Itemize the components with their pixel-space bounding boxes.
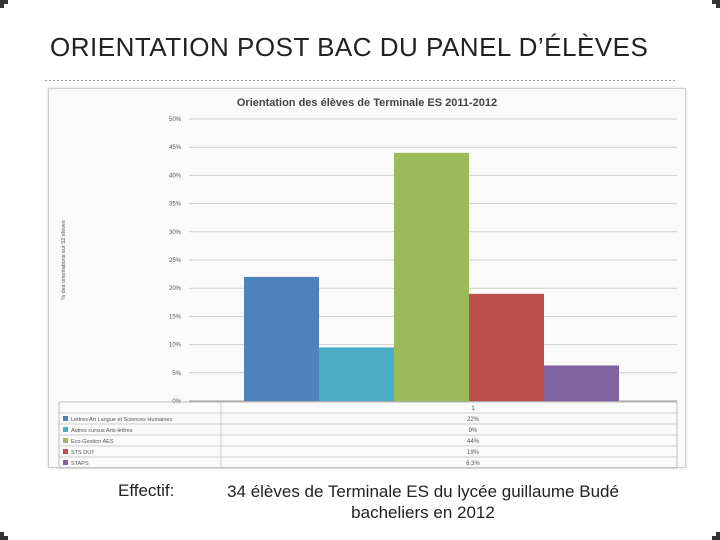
legend-swatch-2 <box>63 427 68 432</box>
y-tick-label: 20% <box>169 286 182 292</box>
footer-line-1: 34 élèves de Terminale ES du lycée guill… <box>227 482 619 501</box>
corner-top-left <box>0 0 8 8</box>
legend-entry-3: Eco-Gestion AES <box>71 439 114 445</box>
legend-entry-4: STS DUT <box>71 450 95 456</box>
legend-entry-2: Autres cursus Arts-lettres <box>71 428 133 434</box>
y-tick-label: 35% <box>169 202 182 208</box>
corner-bottom-right <box>712 532 720 540</box>
legend-entry-5: STAPS <box>71 461 89 467</box>
y-tick-label: 30% <box>169 230 182 236</box>
data-label-5: 6,3% <box>466 461 480 467</box>
slide-title: ORIENTATION POST BAC DU PANEL D’ÉLÈVES <box>50 32 649 62</box>
data-label-2: 9% <box>469 428 478 434</box>
legend-swatch-1 <box>63 416 68 421</box>
legend-entry-1: Lettres Art Langue et Sciences Humaines <box>71 417 172 423</box>
y-axis-label: % des orientations sur 52 élèves <box>61 220 67 300</box>
footer-line-2: bacheliers en 2012 <box>351 503 495 522</box>
y-tick-label: 40% <box>169 173 182 179</box>
y-tick-label: 5% <box>172 371 181 377</box>
footer-text: 34 élèves de Terminale ES du lycée guill… <box>208 481 638 523</box>
bar-5 <box>544 365 619 401</box>
data-label-1: 22% <box>467 417 480 423</box>
y-tick-label: 45% <box>169 145 182 151</box>
chart-title: Orientation des élèves de Terminale ES 2… <box>237 97 497 109</box>
footer-label: Effectif: <box>118 481 175 500</box>
data-label-3: 44% <box>467 439 480 445</box>
bar-2 <box>319 347 394 401</box>
y-tick-label: 25% <box>169 258 182 264</box>
x-category-label: 1 <box>471 406 475 412</box>
bar-4 <box>469 293 544 401</box>
footer: Effectif: 34 élèves de Terminale ES du l… <box>0 478 720 528</box>
legend-swatch-5 <box>63 460 68 465</box>
bar-3 <box>394 152 469 401</box>
bar-1 <box>244 276 319 401</box>
y-tick-label: 10% <box>169 343 182 349</box>
legend-swatch-4 <box>63 449 68 454</box>
y-tick-label: 50% <box>169 117 182 123</box>
title-divider <box>45 80 675 81</box>
y-tick-label: 15% <box>169 314 182 320</box>
legend-swatch-3 <box>63 438 68 443</box>
data-label-4: 19% <box>467 450 480 456</box>
bar-chart: Orientation des élèves de Terminale ES 2… <box>58 97 678 469</box>
corner-bottom-left <box>0 532 8 540</box>
corner-top-right <box>712 0 720 8</box>
chart-frame: Orientation des élèves de Terminale ES 2… <box>48 88 686 469</box>
